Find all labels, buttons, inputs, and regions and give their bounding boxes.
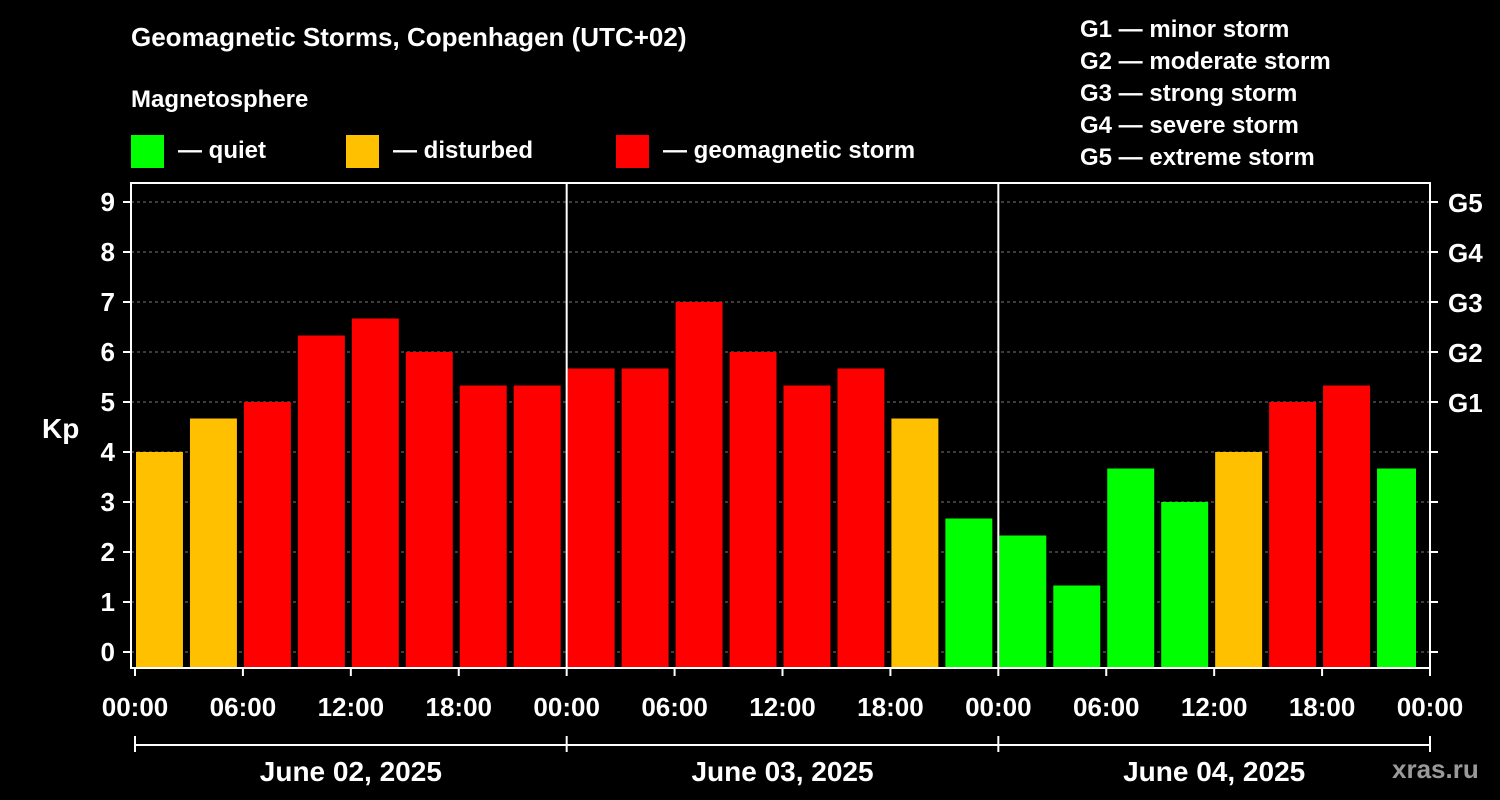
g-scale-g4: G4 — severe storm [1080, 112, 1299, 139]
g-level-label: G1 [1448, 388, 1483, 418]
y-tick-label: 7 [101, 287, 115, 317]
kp-bar [1053, 585, 1101, 668]
y-tick-label: 1 [101, 587, 115, 617]
g-level-label: G3 [1448, 288, 1483, 318]
legend-storm-swatch [616, 134, 649, 168]
x-tick-label: 00:00 [102, 692, 169, 722]
legend-quiet: — quiet [131, 134, 266, 168]
x-tick-label: 06:00 [1073, 692, 1140, 722]
chart-subtitle: Magnetosphere [131, 86, 309, 113]
legend-disturbed: — disturbed [346, 134, 533, 168]
g-level-label: G5 [1448, 188, 1483, 218]
legend-quiet-swatch [131, 134, 164, 168]
g-scale-g1: G1 — minor storm [1080, 16, 1290, 43]
kp-bar [405, 352, 453, 668]
x-tick-label: 06:00 [210, 692, 277, 722]
g-scale-g5: G5 — extreme storm [1080, 144, 1315, 171]
y-tick-label: 5 [101, 387, 115, 417]
kp-bar [1323, 385, 1371, 668]
plot-frame [130, 182, 1431, 669]
y-tick-label: 6 [101, 337, 115, 367]
kp-bar [675, 302, 723, 668]
legend-disturbed-swatch [346, 134, 379, 168]
kp-bar [1161, 502, 1209, 668]
y-tick-label: 8 [101, 237, 115, 267]
brand-watermark: xras.ru [1392, 754, 1479, 784]
x-tick-label: 00:00 [1397, 692, 1464, 722]
kp-bar [513, 385, 561, 668]
kp-bar [999, 535, 1047, 668]
kp-bar [1377, 468, 1416, 668]
kp-bar [945, 518, 993, 668]
x-tick-label: 00:00 [533, 692, 600, 722]
kp-bar [1215, 452, 1263, 668]
y-axis-label: Kp [42, 413, 79, 444]
kp-bar [297, 335, 345, 668]
legend-quiet-label: — quiet [178, 137, 266, 164]
kp-bar [891, 418, 939, 668]
x-tick-label: 12:00 [749, 692, 816, 722]
x-tick-label: 12:00 [1181, 692, 1248, 722]
day-label: June 02, 2025 [260, 756, 442, 787]
y-tick-label: 4 [101, 437, 116, 467]
legend-storm: — geomagnetic storm [616, 134, 915, 168]
x-tick-label: 18:00 [857, 692, 924, 722]
g-scale-g3: G3 — strong storm [1080, 80, 1298, 107]
chart-title: Geomagnetic Storms, Copenhagen (UTC+02) [131, 22, 687, 52]
x-tick-label: 18:00 [1289, 692, 1356, 722]
g-level-label: G4 [1448, 238, 1483, 268]
g-scale-list: G1 — minor storm G2 — moderate storm G3 … [1080, 14, 1331, 174]
x-tick-label: 00:00 [965, 692, 1032, 722]
x-tick-label: 12:00 [318, 692, 385, 722]
y-tick-label: 2 [101, 537, 115, 567]
kp-bar [621, 368, 669, 668]
y-tick-label: 3 [101, 487, 115, 517]
g-scale-g2: G2 — moderate storm [1080, 48, 1331, 75]
kp-bar [567, 368, 615, 668]
day-label: June 03, 2025 [691, 756, 873, 787]
kp-bar [1269, 402, 1317, 668]
g-level-label: G2 [1448, 338, 1483, 368]
legend-storm-label: — geomagnetic storm [663, 137, 916, 164]
legend-disturbed-label: — disturbed [393, 137, 534, 164]
kp-bar [136, 452, 183, 668]
day-label: June 04, 2025 [1123, 756, 1305, 787]
kp-bar [837, 368, 885, 668]
kp-bar [243, 402, 291, 668]
kp-bar [189, 418, 237, 668]
x-tick-label: 06:00 [641, 692, 708, 722]
kp-bar [1107, 468, 1155, 668]
kp-bar [351, 318, 399, 668]
x-tick-label: 18:00 [426, 692, 493, 722]
kp-bar [729, 352, 777, 668]
y-tick-label: 0 [101, 637, 115, 667]
kp-bar [783, 385, 831, 668]
y-tick-label: 9 [101, 187, 115, 217]
kp-bar [459, 385, 507, 668]
